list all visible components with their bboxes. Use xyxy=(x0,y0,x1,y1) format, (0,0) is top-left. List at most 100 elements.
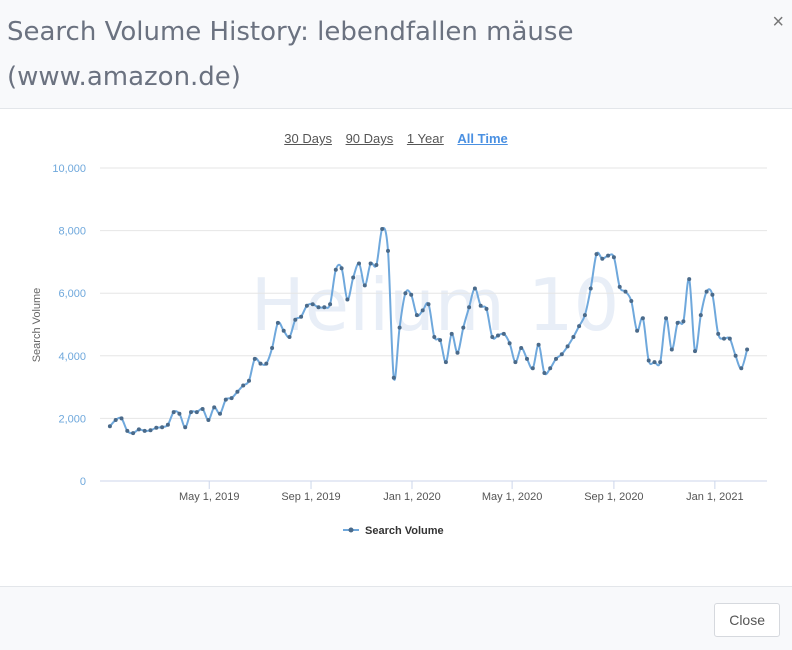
data-point xyxy=(669,347,674,352)
data-point xyxy=(293,317,298,322)
data-point xyxy=(154,425,159,430)
data-point xyxy=(594,252,599,257)
data-point xyxy=(617,284,622,289)
data-point xyxy=(472,286,477,291)
data-point xyxy=(229,396,234,401)
data-point xyxy=(664,316,668,321)
data-point xyxy=(681,319,686,324)
data-point xyxy=(739,366,744,371)
data-point xyxy=(264,361,269,366)
data-point xyxy=(218,411,222,416)
data-point xyxy=(333,267,338,272)
range-30-days-link[interactable]: 30 Days xyxy=(284,131,332,146)
data-point xyxy=(554,356,558,361)
data-point xyxy=(530,366,535,371)
time-range-selector: 30 Days 90 Days 1 Year All Time xyxy=(0,130,792,148)
data-point xyxy=(281,328,286,333)
y-tick-label: 0 xyxy=(80,476,86,488)
data-point xyxy=(316,305,321,310)
data-point xyxy=(640,316,645,321)
y-tick-label: 6,000 xyxy=(58,288,86,300)
data-point xyxy=(727,336,732,341)
data-point xyxy=(507,341,512,346)
data-point xyxy=(171,410,176,415)
data-point xyxy=(397,325,402,330)
data-point xyxy=(403,291,408,296)
data-point xyxy=(345,297,350,302)
data-point xyxy=(409,292,414,297)
data-point xyxy=(704,289,709,294)
data-point xyxy=(322,305,327,310)
data-point xyxy=(107,424,112,429)
data-point xyxy=(362,283,367,288)
data-point xyxy=(119,416,124,421)
data-point xyxy=(611,255,616,260)
y-axis-title: Search Volume xyxy=(31,288,43,363)
data-point xyxy=(745,347,750,352)
data-point xyxy=(467,305,472,310)
data-point xyxy=(351,275,356,280)
data-point xyxy=(716,331,721,336)
data-point xyxy=(299,314,304,319)
data-point xyxy=(189,410,193,415)
data-point xyxy=(525,356,529,361)
data-point xyxy=(623,289,628,294)
data-point xyxy=(304,303,309,308)
y-tick-label: 2,000 xyxy=(58,413,86,425)
modal-title: Search Volume History: lebendfallen mäus… xyxy=(7,17,574,92)
series-search-volume xyxy=(107,226,750,436)
close-button[interactable]: Close xyxy=(714,603,780,637)
data-point xyxy=(496,333,500,338)
data-point xyxy=(339,266,344,271)
legend-marker-swatch xyxy=(348,527,354,533)
data-point xyxy=(687,277,692,282)
data-point xyxy=(223,397,228,402)
data-point xyxy=(374,263,379,267)
data-point xyxy=(391,375,396,380)
data-point xyxy=(449,331,454,336)
data-point xyxy=(328,302,333,307)
data-point xyxy=(148,428,153,433)
data-point xyxy=(571,335,576,339)
x-tick-label: Jan 1, 2021 xyxy=(686,491,744,503)
data-point xyxy=(368,261,373,266)
data-point xyxy=(722,336,726,341)
data-point xyxy=(478,303,483,308)
data-point xyxy=(733,353,738,358)
data-point xyxy=(501,331,506,336)
data-point xyxy=(548,366,553,371)
range-90-days-link[interactable]: 90 Days xyxy=(345,131,394,146)
data-point xyxy=(635,328,640,333)
x-tick-label: Jan 1, 2020 xyxy=(383,491,441,503)
data-point xyxy=(693,349,697,354)
data-point xyxy=(414,313,419,318)
data-point xyxy=(183,425,188,430)
close-icon[interactable]: × xyxy=(772,11,784,33)
x-tick-label: Sep 1, 2020 xyxy=(584,491,643,503)
range-all-time-link[interactable]: All Time xyxy=(457,131,508,146)
data-point xyxy=(275,320,280,325)
data-point xyxy=(212,405,217,410)
data-point xyxy=(600,256,605,261)
data-point xyxy=(160,425,165,430)
data-point xyxy=(519,346,524,350)
data-point xyxy=(710,292,715,297)
data-point xyxy=(247,378,251,383)
y-axis: 0 2,000 4,000 6,000 8,000 10,000 xyxy=(52,163,86,488)
data-point xyxy=(629,299,634,303)
range-1-year-link[interactable]: 1 Year xyxy=(406,131,444,146)
data-point xyxy=(698,313,703,318)
data-point xyxy=(461,325,466,330)
data-point xyxy=(455,350,460,355)
chart-legend[interactable]: Search Volume xyxy=(343,525,444,537)
data-point xyxy=(438,338,443,343)
data-point xyxy=(490,335,495,339)
data-point xyxy=(542,371,547,375)
modal-footer: Close xyxy=(0,586,792,650)
data-point xyxy=(577,324,582,329)
data-point xyxy=(432,335,437,339)
data-point xyxy=(588,286,593,291)
x-tick-label: May 1, 2020 xyxy=(482,491,543,503)
